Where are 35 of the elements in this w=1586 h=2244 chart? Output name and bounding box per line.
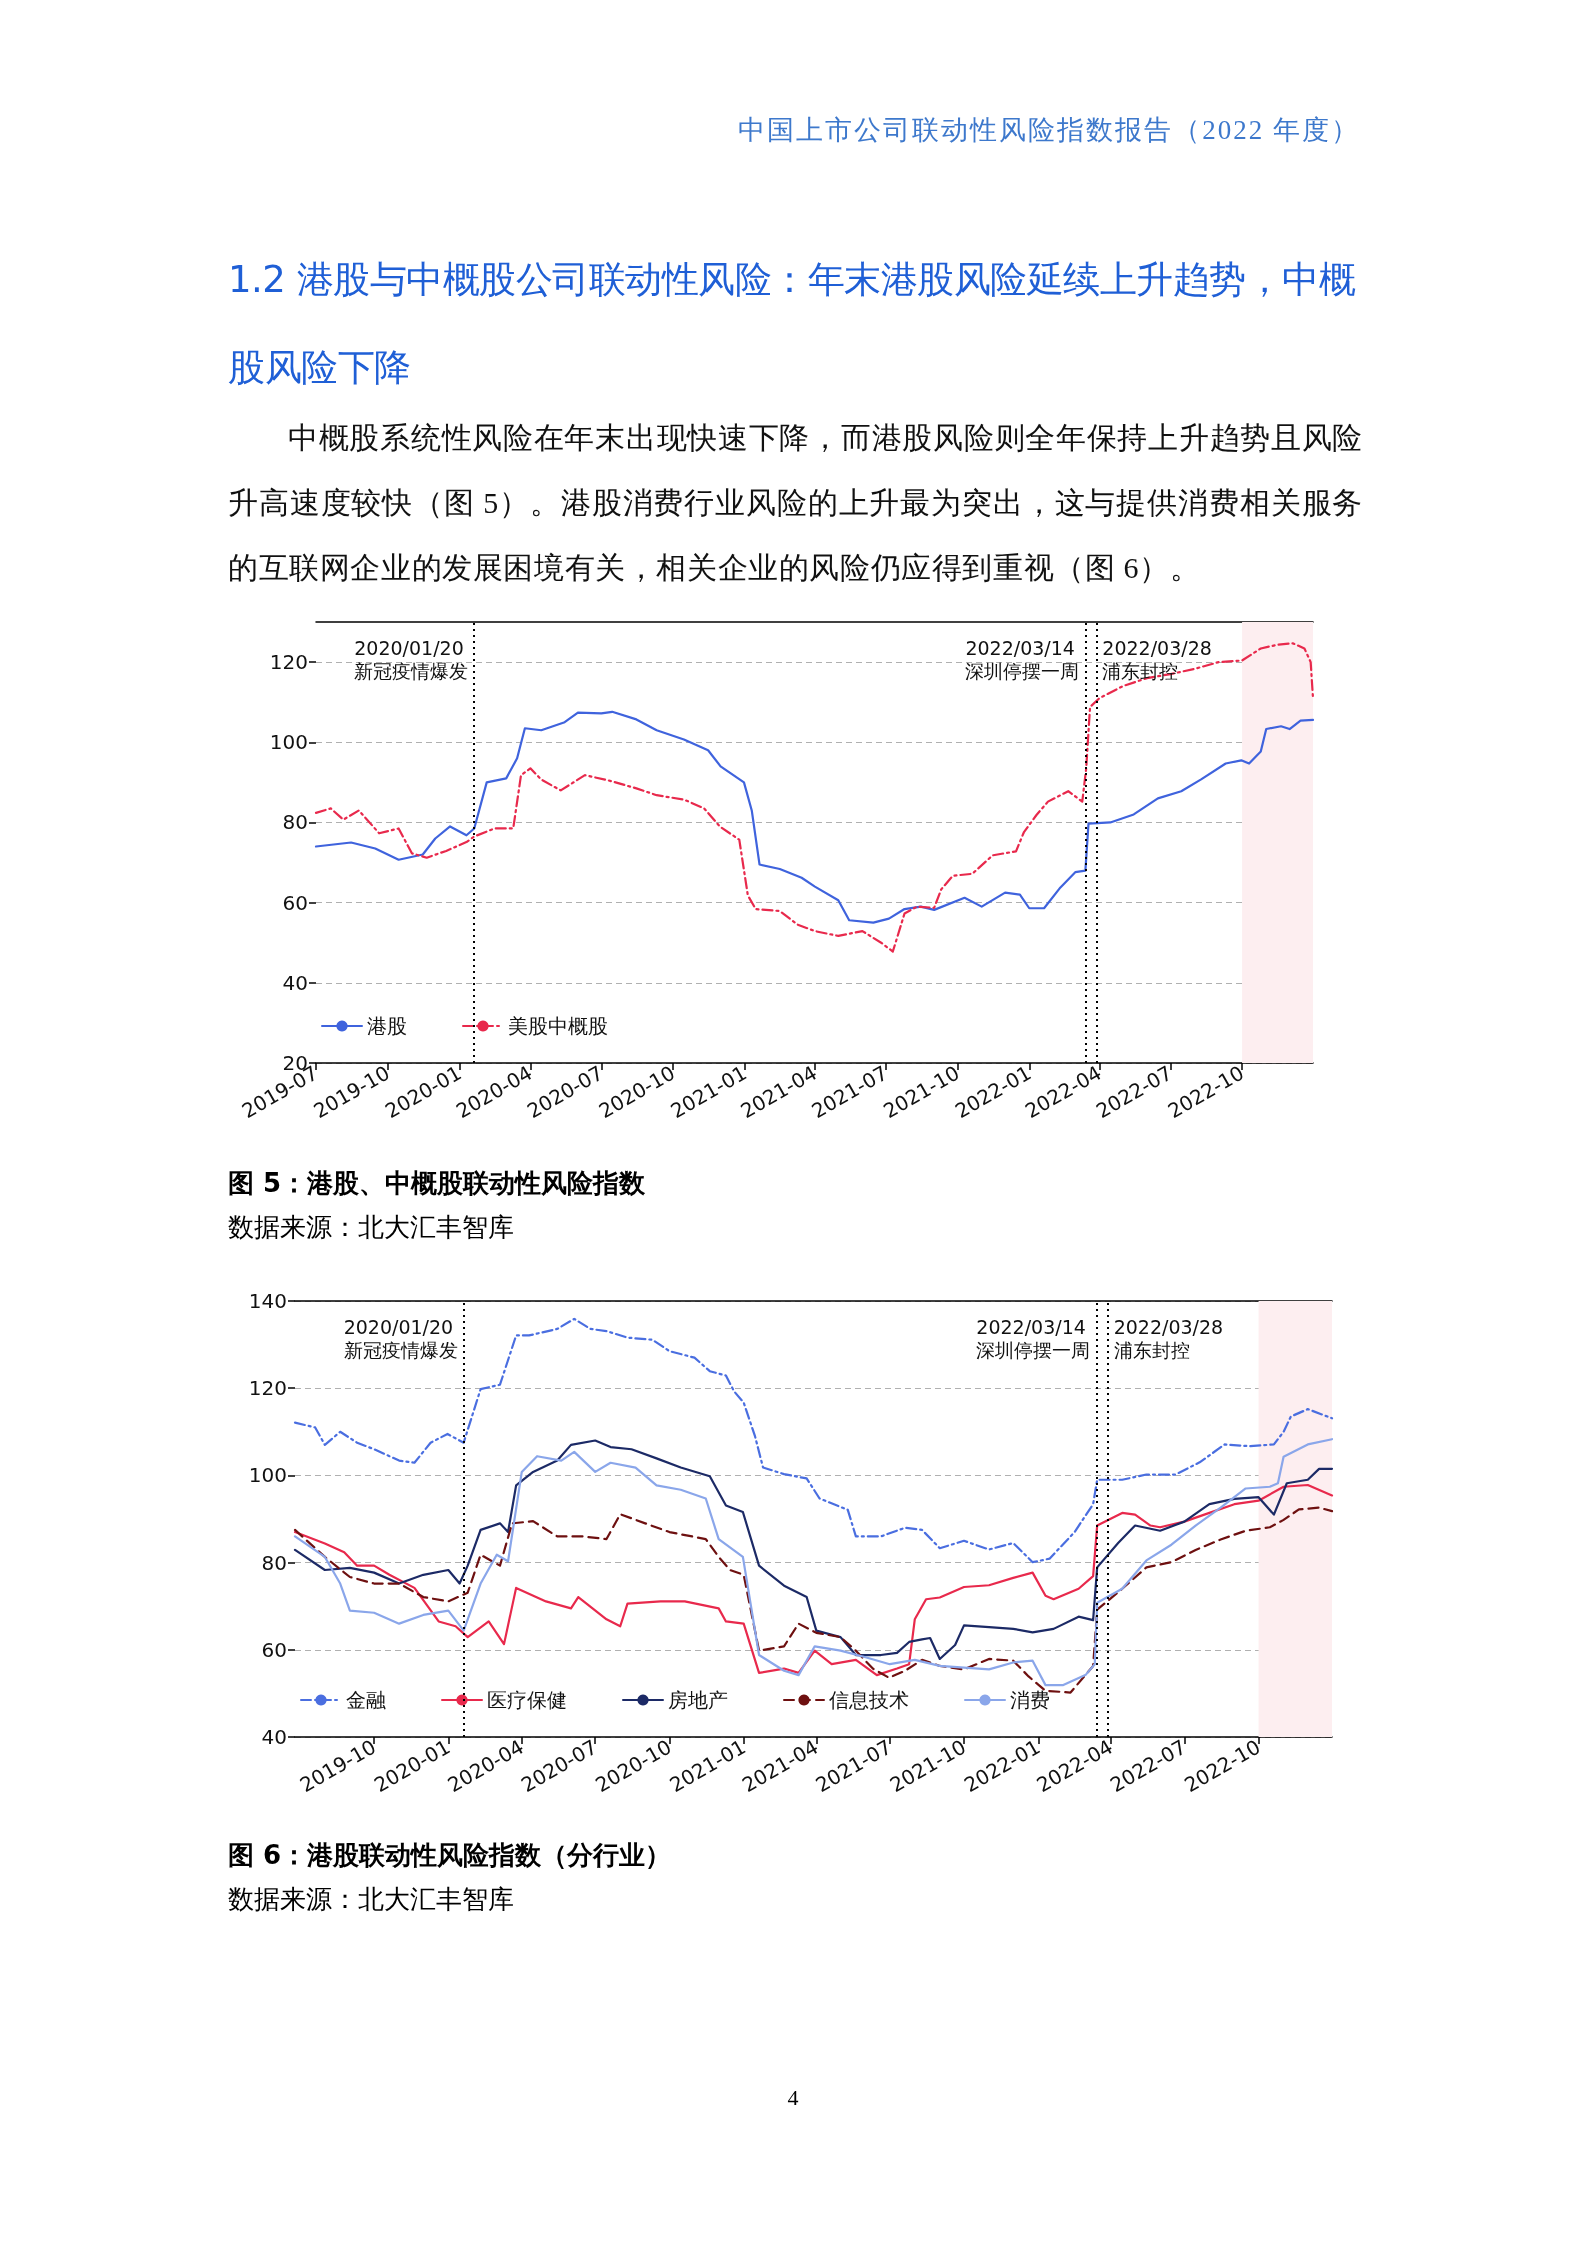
y-tick-label: 100 xyxy=(248,1463,287,1488)
text: 中国上市公司联动性风险指数报告（2022 年度） xyxy=(738,114,1360,147)
legend-label: 港股 xyxy=(367,1014,407,1038)
line-series xyxy=(293,1317,1334,1564)
line-series xyxy=(314,710,1315,924)
y-tick-label: 60 xyxy=(282,890,308,915)
y-tick-label: 60 xyxy=(261,1637,287,1662)
text: 4 xyxy=(786,2085,800,2111)
line-series xyxy=(293,1483,1334,1677)
source-note: 数据来源：北大汇丰智库 xyxy=(228,1212,514,1244)
y-tick-label: 40 xyxy=(261,1725,287,1749)
legend-label: 美股中概股 xyxy=(508,1014,608,1038)
ref-line-label: 2022/03/14 深圳停摆一周 xyxy=(965,636,1080,682)
legend-label: 医疗保健 xyxy=(487,1688,567,1712)
ref-line-label: 2020/01/20 新冠疫情爆发 xyxy=(354,636,469,682)
y-tick-label: 40 xyxy=(282,970,308,995)
legend-label: 金融 xyxy=(346,1688,386,1712)
ref-line-label: 2022/03/28 浦东封控 xyxy=(1113,1315,1224,1361)
legend-label: 信息技术 xyxy=(829,1688,909,1712)
line-series xyxy=(314,642,1315,953)
text: 图 5：港股、中概股联动性风险指数 xyxy=(228,1167,646,1200)
text: 图 6：港股联动性风险指数（分行业） xyxy=(228,1839,672,1872)
source-note: 数据来源：北大汇丰智库 xyxy=(228,1884,514,1916)
y-tick-label: 120 xyxy=(248,1376,287,1401)
ref-line-label: 2022/03/14 深圳停摆一周 xyxy=(976,1315,1091,1361)
text: 中概股系统性风险在年末出现快速下降，而港股风险则全年保持上升趋势且风险升高速度较快（图 5）。港股消费行业风险的上升最为突出，这与提供消费相关服务的互联网企业的发展困境有关，相关企业的风险仍应得到重视（图 6）。 xyxy=(228,420,1363,586)
legend-label: 消费 xyxy=(1010,1688,1050,1712)
chart-title: 1.2 港股与中概股公司联动性风险：年末港股风险延续上升趋势，中概股风险下降 xyxy=(228,258,1356,389)
y-tick-label: 120 xyxy=(269,650,308,675)
ref-line-label: 2020/01/20 新冠疫情爆发 xyxy=(343,1315,458,1361)
y-tick-label: 140 xyxy=(248,1289,287,1313)
y-tick-label: 100 xyxy=(269,730,308,755)
y-tick-label: 80 xyxy=(282,810,308,835)
legend-label: 房地产 xyxy=(668,1688,728,1712)
y-tick-label: 80 xyxy=(261,1550,287,1575)
